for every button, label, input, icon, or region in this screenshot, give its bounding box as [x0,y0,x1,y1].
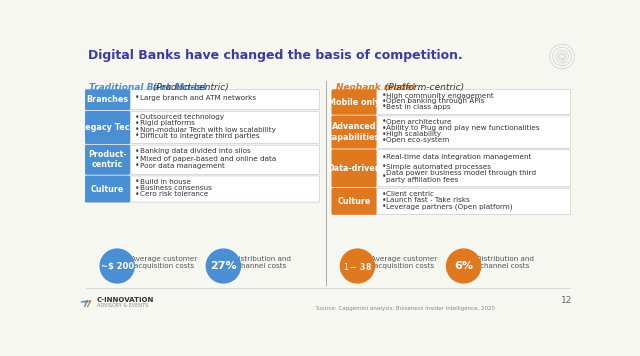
Text: Average customer
acquisition costs: Average customer acquisition costs [131,256,197,269]
Circle shape [100,249,134,283]
FancyBboxPatch shape [131,176,319,202]
FancyBboxPatch shape [377,90,571,114]
Text: Distribution and
channel costs: Distribution and channel costs [233,256,291,269]
FancyBboxPatch shape [332,188,376,215]
Text: •: • [135,113,140,122]
Text: Build in house: Build in house [140,179,191,185]
Text: Leverage partners (Open platform): Leverage partners (Open platform) [386,203,513,210]
Text: 6%: 6% [454,261,473,271]
FancyBboxPatch shape [131,145,319,174]
FancyBboxPatch shape [377,188,571,214]
Text: Average customer
acquisition costs: Average customer acquisition costs [371,256,437,269]
Text: •: • [381,130,386,139]
Text: Open banking through APIs: Open banking through APIs [386,98,484,104]
Text: •: • [135,147,140,156]
Text: Business consensus: Business consensus [140,185,212,191]
Text: Digital Banks have changed the basis of competition.: Digital Banks have changed the basis of … [88,49,463,62]
Text: Client centric: Client centric [386,191,434,197]
FancyBboxPatch shape [85,145,130,175]
Text: Cero risk tolerance: Cero risk tolerance [140,191,208,197]
Text: (Platform-centric): (Platform-centric) [382,83,465,92]
Text: Branches: Branches [86,95,129,104]
FancyBboxPatch shape [85,176,130,203]
Text: 12: 12 [561,295,572,304]
Text: Best in class apps: Best in class apps [386,104,451,110]
Text: Difficult to integrate third parties: Difficult to integrate third parties [140,133,259,139]
FancyBboxPatch shape [377,116,571,148]
Text: Poor data management: Poor data management [140,163,225,169]
Text: •: • [381,152,386,162]
FancyBboxPatch shape [377,150,571,187]
Text: Data power business model through third
party affiliation fees: Data power business model through third … [386,170,536,183]
Text: ADVISORY & EVENTS: ADVISORY & EVENTS [97,303,148,308]
Text: •: • [381,172,386,181]
Circle shape [206,249,241,283]
Text: Ability to Plug and play new functionalities: Ability to Plug and play new functionali… [386,125,540,131]
Text: •: • [381,190,386,199]
Text: Real-time data integration management: Real-time data integration management [386,154,531,160]
Text: •: • [135,131,140,140]
Text: •: • [381,162,386,171]
Text: Non-modular Tech with low scalability: Non-modular Tech with low scalability [140,127,276,132]
Circle shape [447,249,481,283]
Text: Distribution and
channel costs: Distribution and channel costs [476,256,534,269]
Text: •: • [135,93,140,103]
Text: Source: Capgemini analysis; Buiseness Insider Intelligence, 2020: Source: Capgemini analysis; Buiseness In… [316,306,495,311]
Text: High scalability: High scalability [386,131,441,137]
Text: •: • [381,91,386,100]
Text: •: • [381,124,386,132]
FancyBboxPatch shape [131,90,319,110]
Text: Data-driven: Data-driven [327,164,381,173]
Text: 27%: 27% [210,261,237,271]
Text: Neobank model: Neobank model [336,83,415,92]
Text: $1- $ 38: $1- $ 38 [343,261,372,272]
Text: High community engagement: High community engagement [386,93,494,99]
Text: Culture: Culture [91,184,124,194]
FancyBboxPatch shape [131,111,319,143]
Text: Culture: Culture [337,197,371,206]
Text: •: • [135,177,140,187]
Text: •: • [381,196,386,205]
Text: Open eco-system: Open eco-system [386,137,449,143]
Text: •: • [135,119,140,128]
Text: Simple automated processes: Simple automated processes [386,164,491,170]
FancyBboxPatch shape [332,115,376,148]
Text: •: • [381,117,386,126]
Text: Banking data divided into silos: Banking data divided into silos [140,148,250,155]
Text: Legacy Tech: Legacy Tech [80,123,135,132]
Text: •: • [135,161,140,171]
Text: •: • [135,125,140,134]
Text: C-INNOVATION: C-INNOVATION [97,297,154,303]
Text: Traditional Bank Model: Traditional Bank Model [90,83,206,92]
Text: ~$ 200: ~$ 200 [100,262,134,271]
Text: (Product-centric): (Product-centric) [150,83,228,92]
FancyBboxPatch shape [85,111,130,144]
FancyBboxPatch shape [332,89,376,115]
Text: Advanced
capabilities: Advanced capabilities [328,122,380,142]
Text: Rigid platforms: Rigid platforms [140,120,195,126]
Text: Mixed of paper-based and online data: Mixed of paper-based and online data [140,156,276,162]
Text: •: • [381,102,386,111]
Text: •: • [135,184,140,193]
Text: Launch fast - Take risks: Launch fast - Take risks [386,198,470,203]
Text: •: • [135,154,140,163]
Text: •: • [135,190,140,199]
Text: •: • [381,136,386,145]
Text: Outsourced technology: Outsourced technology [140,114,224,120]
Text: Large branch and ATM networks: Large branch and ATM networks [140,95,256,101]
Text: •: • [381,97,386,106]
Text: Product-
centric: Product- centric [88,150,127,169]
Text: •: • [381,202,386,211]
FancyBboxPatch shape [332,150,376,187]
Circle shape [340,249,374,283]
FancyBboxPatch shape [85,89,130,110]
Text: Open architecture: Open architecture [386,119,452,125]
Text: Mobile only: Mobile only [328,98,380,106]
